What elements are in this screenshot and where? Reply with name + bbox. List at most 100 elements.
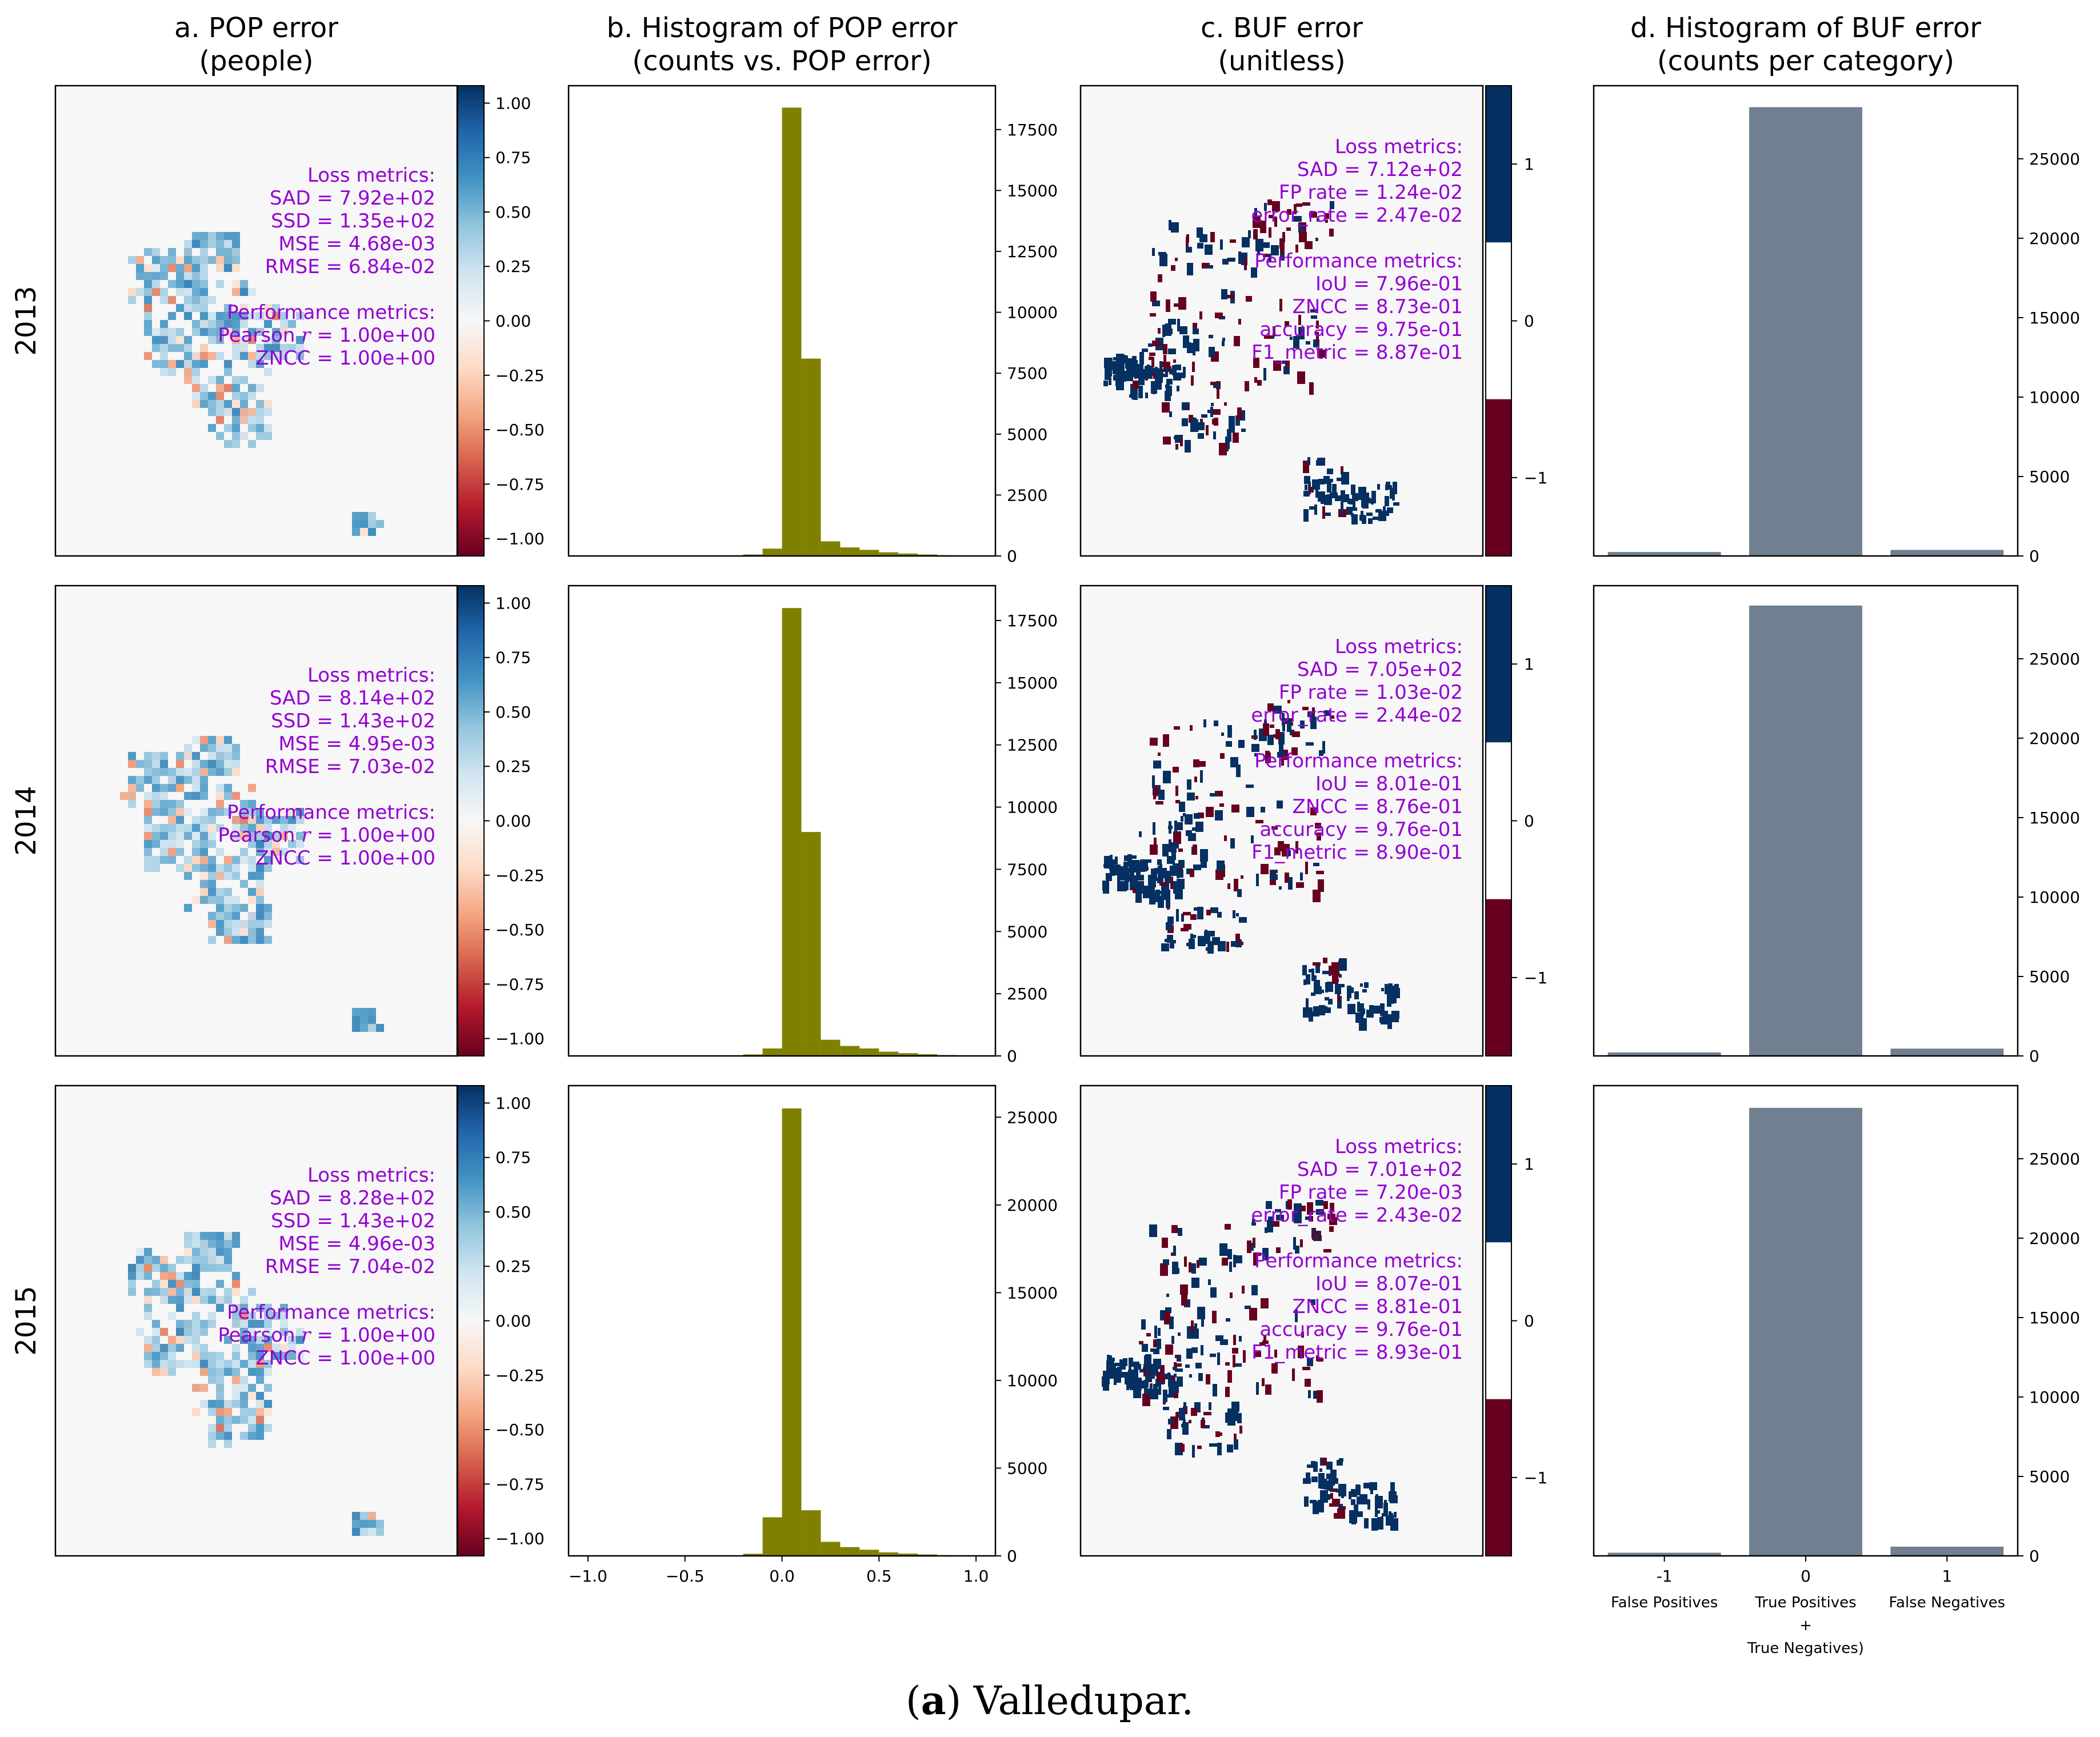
pop-error-cell <box>376 520 384 528</box>
false-positive-cell <box>1153 789 1156 799</box>
pop-error-cell <box>176 328 184 336</box>
pop-error-cell <box>256 848 264 856</box>
pop-error-cell <box>232 896 240 904</box>
pop-error-cell <box>192 768 200 776</box>
false-negative-cell <box>1183 335 1189 348</box>
pop-error-cell <box>192 280 200 288</box>
pop-error-cell <box>176 272 184 280</box>
pop-error-cell <box>160 296 168 304</box>
row-year-label: 2014 <box>10 786 42 855</box>
column-subtitle-4: (counts per category) <box>1657 45 1954 77</box>
false-negative-cell <box>1313 339 1319 347</box>
pop-error-cell <box>160 1264 168 1272</box>
pop-error-cell <box>152 1280 160 1288</box>
false-negative-cell <box>1294 1211 1302 1223</box>
pop-error-cell <box>248 1288 256 1296</box>
pop-error-cell <box>280 848 288 856</box>
false-negative-cell <box>1133 392 1138 400</box>
pop-error-cell <box>216 760 224 768</box>
false-negative-cell <box>1357 1002 1360 1012</box>
false-negative-cell <box>1168 1419 1173 1424</box>
column-title-1: a. POP error <box>174 12 338 44</box>
pop-error-cell <box>168 264 176 272</box>
pop-error-cell <box>216 1368 224 1376</box>
pop-metric-line: Loss metrics: <box>307 664 435 687</box>
pop-error-cell <box>352 528 360 536</box>
buf-metric-line: ZNCC = 8.73e-01 <box>1293 295 1463 318</box>
pop-error-cell <box>208 256 216 264</box>
pop-error-cell <box>152 328 160 336</box>
false-negative-cell <box>1150 1348 1155 1352</box>
histogram-bar <box>879 552 899 556</box>
pop-error-cell <box>168 848 176 856</box>
pop-error-cell <box>216 864 224 872</box>
false-negative-cell <box>1325 997 1329 1000</box>
pop-error-cell <box>192 792 200 800</box>
false-negative-cell <box>1313 863 1319 866</box>
pop-colorbar-tick-label: 0.75 <box>495 1148 531 1167</box>
false-negative-cell <box>1283 366 1290 374</box>
pop-error-cell <box>232 240 240 248</box>
false-positive-cell <box>1175 800 1180 803</box>
pop-error-cell <box>160 288 168 296</box>
pop-error-cell <box>248 800 256 808</box>
false-negative-cell <box>1251 267 1257 278</box>
false-negative-cell <box>1227 429 1231 442</box>
pop-error-cell <box>144 304 152 312</box>
false-negative-cell <box>1129 369 1135 377</box>
metric-text-part: Pearson <box>218 824 301 847</box>
pop-error-cell <box>208 328 216 336</box>
false-negative-cell <box>1163 1390 1167 1402</box>
pop-error-cell <box>152 808 160 816</box>
pop-error-cell <box>152 1320 160 1328</box>
buf-histogram-bar <box>1890 550 2004 556</box>
false-positive-cell <box>1146 1333 1151 1336</box>
pop-error-cell <box>184 1336 192 1344</box>
pop-error-cell <box>352 1008 360 1016</box>
pop-error-cell <box>256 840 264 848</box>
pop-error-cell <box>168 312 176 320</box>
false-positive-cell <box>1173 359 1176 363</box>
pop-error-cell <box>128 784 136 792</box>
false-negative-cell <box>1167 916 1174 924</box>
false-negative-cell <box>1110 870 1118 875</box>
false-negative-cell <box>1321 990 1324 993</box>
false-positive-cell <box>1269 215 1273 218</box>
false-positive-cell <box>1299 232 1307 242</box>
pop-colorbar-tick-label: −1.00 <box>495 1030 545 1048</box>
pop-error-cell <box>272 312 280 320</box>
false-negative-cell <box>1194 907 1198 911</box>
pop-error-cell <box>192 1240 200 1248</box>
pop-error-cell <box>248 1408 256 1416</box>
pop-error-cell <box>280 1312 288 1320</box>
false-positive-cell <box>1337 1508 1345 1519</box>
false-negative-cell <box>1339 958 1347 971</box>
false-positive-cell <box>1270 725 1274 728</box>
histogram-bar <box>762 549 782 556</box>
pop-error-cell <box>192 840 200 848</box>
pop-error-cell <box>200 1352 208 1360</box>
false-negative-cell <box>1370 1484 1373 1494</box>
pop-error-cell <box>152 1352 160 1360</box>
histogram-bar <box>859 1550 879 1556</box>
buf-metric-line: FP rate = 1.03e-02 <box>1279 681 1463 704</box>
false-positive-cell <box>1150 313 1156 317</box>
false-positive-cell <box>1158 328 1161 334</box>
false-negative-cell <box>1226 441 1229 451</box>
false-negative-cell <box>1161 373 1163 376</box>
false-positive-cell <box>1197 1260 1199 1268</box>
pop-colorbar-tick-label: 0.75 <box>495 149 531 167</box>
false-negative-cell <box>1356 1485 1361 1495</box>
buf-histogram-bar <box>1890 1546 2004 1556</box>
false-positive-cell <box>1190 725 1193 731</box>
pop-error-cell <box>160 1280 168 1288</box>
pop-error-cell <box>232 1360 240 1368</box>
pop-error-cell <box>288 1352 296 1360</box>
pop-error-cell <box>248 816 256 824</box>
false-negative-cell <box>1189 1374 1192 1378</box>
false-negative-cell <box>1137 366 1140 374</box>
false-positive-cell <box>1191 1320 1194 1333</box>
pop-metric-line: RMSE = 7.03e-02 <box>265 755 435 778</box>
pop-error-cell <box>232 856 240 864</box>
pop-error-cell <box>176 1296 184 1304</box>
